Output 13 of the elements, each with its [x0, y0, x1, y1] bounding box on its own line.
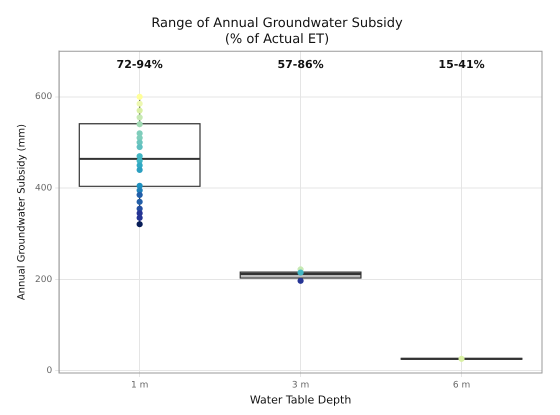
chart-title: Range of Annual Groundwater Subsidy (% of Actual ET) [151, 16, 403, 47]
y-tick-label: 600 [34, 92, 52, 102]
x-tick-label: 6 m [452, 380, 470, 391]
x-tick-label: 1 m [130, 380, 148, 391]
annotation: 15-41% [438, 58, 485, 72]
x-tick-label: 3 m [292, 380, 310, 391]
y-tick-label: 400 [34, 183, 52, 194]
y-axis-title: Annual Groundwater Subsidy (mm) [16, 124, 28, 300]
y-tick-label: 200 [34, 274, 52, 285]
annotation: 72-94% [116, 58, 163, 72]
y-tick-label: 0 [46, 366, 52, 376]
annotation: 57-86% [277, 58, 324, 72]
x-axis-title: Water Table Depth [250, 393, 352, 406]
